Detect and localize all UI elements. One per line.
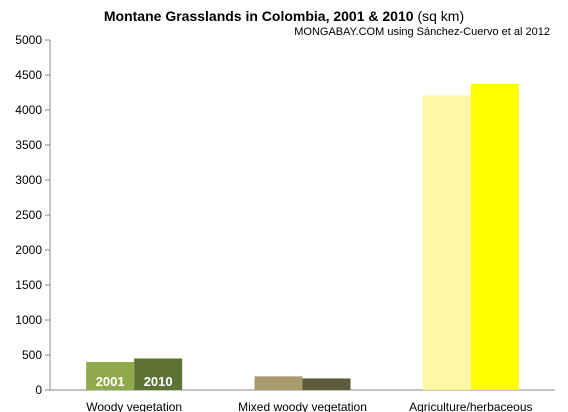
y-tick-label: 3500	[15, 138, 42, 152]
bar-2010	[134, 358, 183, 390]
chart-source: MONGABAY.COM using Sánchez-Cuervo et al …	[294, 26, 550, 38]
bar-2001	[422, 95, 471, 391]
y-tick-label: 4500	[15, 68, 42, 82]
chart-title-units: (sq km)	[417, 8, 465, 24]
bar-2001	[86, 362, 135, 390]
chart-title: Montane Grasslands in Colombia, 2001 & 2…	[0, 8, 568, 24]
y-tick-label: 1000	[15, 313, 42, 327]
y-tick-label: 4000	[15, 103, 42, 117]
y-tick-label: 2000	[15, 243, 42, 257]
chart-title-main: Montane Grasslands in Colombia, 2001 & 2…	[103, 8, 414, 24]
series-label-2010: 2010	[144, 374, 173, 389]
y-tick-label: 0	[35, 383, 42, 397]
y-tick-label: 2500	[15, 208, 42, 222]
y-tick-label: 1500	[15, 278, 42, 292]
y-tick-label: 500	[22, 348, 42, 362]
bar-2010	[302, 378, 351, 390]
series-label-2001: 2001	[96, 374, 125, 389]
bar-2010	[470, 84, 519, 390]
y-tick-label: 3000	[15, 173, 42, 187]
x-tick-label: Mixed woody vegetation	[238, 400, 367, 412]
y-tick-label: 5000	[15, 33, 42, 47]
x-tick-label: Woody vegetation	[86, 400, 182, 412]
bar-2001	[254, 376, 303, 390]
x-tick-label: Agriculture/herbaceous	[409, 400, 532, 412]
